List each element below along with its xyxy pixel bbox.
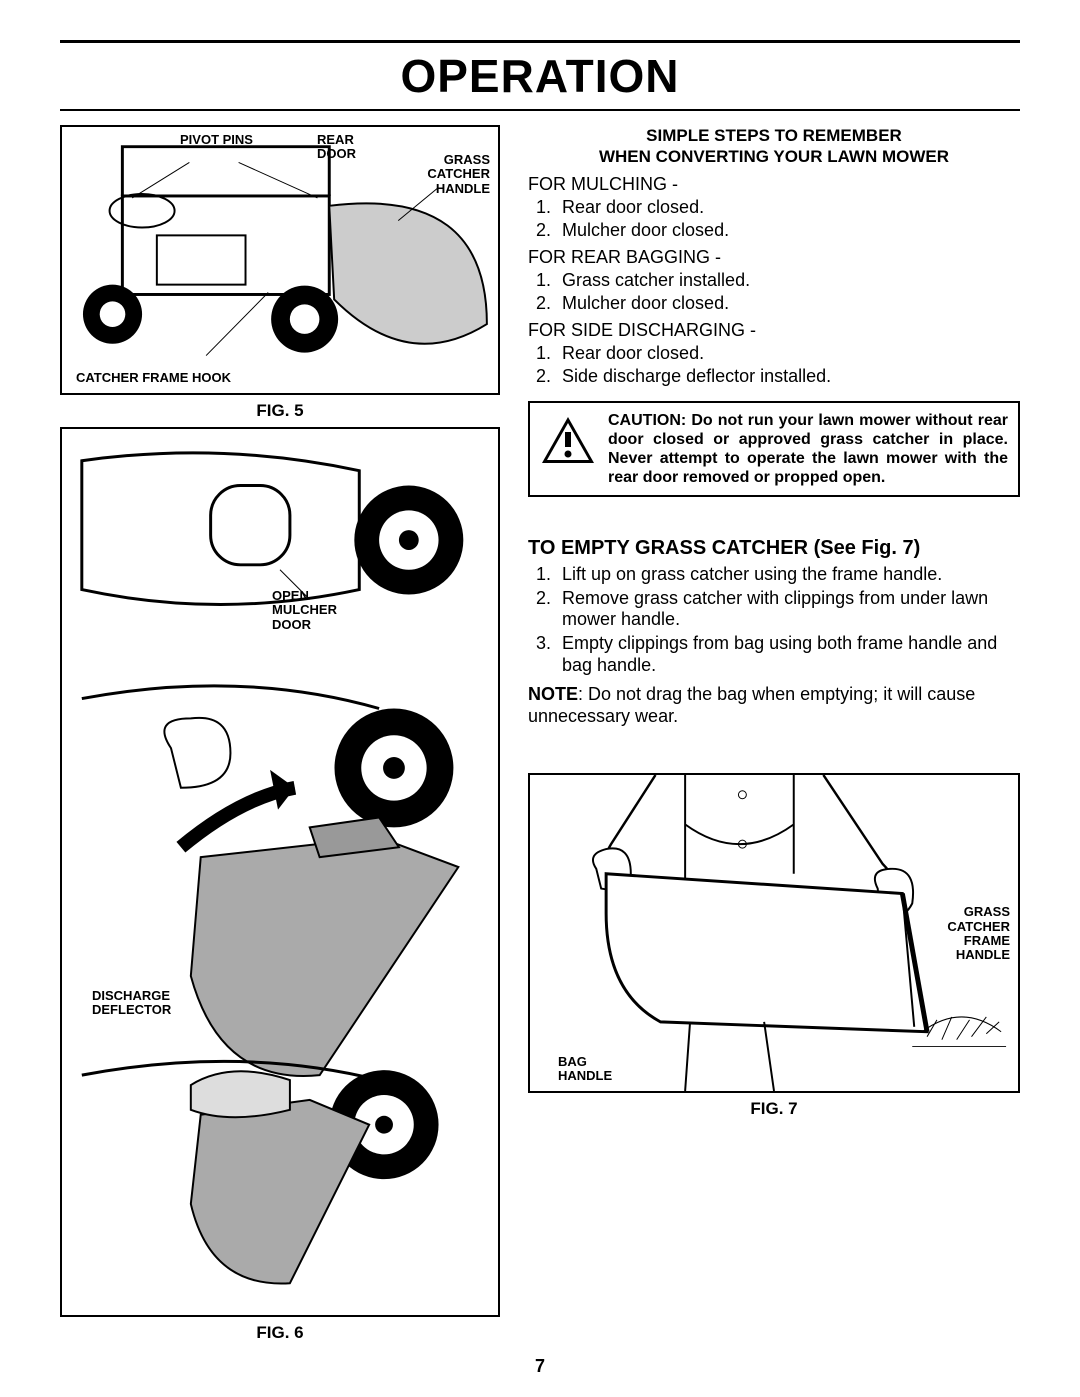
empty-catcher-list: Lift up on grass catcher using the frame…	[528, 564, 1020, 676]
label-grass-catcher-handle: GRASS CATCHER HANDLE	[427, 153, 490, 196]
caution-text: CAUTION: Do not run your lawn mower with…	[608, 411, 1008, 488]
left-column: PIVOT PINS REAR DOOR GRASS CATCHER HANDL…	[60, 125, 500, 1343]
side-discharge-head: FOR SIDE DISCHARGING -	[528, 320, 1020, 341]
figure-5-caption: FIG. 5	[60, 401, 500, 421]
list-item: Rear door closed.	[556, 197, 1020, 218]
figure-6: OPEN MULCHER DOOR DISCHARGE DEFLECTOR	[60, 427, 500, 1317]
figure-7: GRASS CATCHER FRAME HANDLE BAG HANDLE	[528, 773, 1020, 1093]
mulching-list: Rear door closed. Mulcher door closed.	[528, 197, 1020, 241]
mulching-head: FOR MULCHING -	[528, 174, 1020, 195]
warning-icon	[540, 415, 596, 465]
figure-6-caption: FIG. 6	[60, 1323, 500, 1343]
figure-7-diagram	[530, 775, 1018, 1091]
label-catcher-frame-hook: CATCHER FRAME HOOK	[76, 371, 231, 385]
side-discharge-list: Rear door closed. Side discharge deflect…	[528, 343, 1020, 387]
label-rear-door: REAR DOOR	[317, 133, 356, 162]
list-item: Grass catcher installed.	[556, 270, 1020, 291]
label-discharge-deflector: DISCHARGE DEFLECTOR	[92, 989, 171, 1018]
steps-heading-line2: WHEN CONVERTING YOUR LAWN MOWER	[599, 147, 949, 166]
label-open-mulcher-door: OPEN MULCHER DOOR	[272, 589, 337, 632]
label-pivot-pins: PIVOT PINS	[180, 133, 253, 147]
caution-lead: CAUTION:	[608, 412, 686, 429]
note-text: : Do not drag the bag when emptying; it …	[528, 684, 975, 726]
page-number: 7	[535, 1356, 545, 1377]
figure-6-diagram	[62, 429, 498, 1315]
list-item: Rear door closed.	[556, 343, 1020, 364]
label-bag-handle: BAG HANDLE	[558, 1055, 612, 1084]
list-item: Lift up on grass catcher using the frame…	[556, 564, 1020, 586]
rear-bagging-head: FOR REAR BAGGING -	[528, 247, 1020, 268]
page-title: OPERATION	[60, 49, 1020, 103]
list-item: Empty clippings from bag using both fram…	[556, 633, 1020, 676]
list-item: Mulcher door closed.	[556, 220, 1020, 241]
two-column-layout: PIVOT PINS REAR DOOR GRASS CATCHER HANDL…	[60, 125, 1020, 1343]
right-column: SIMPLE STEPS TO REMEMBER WHEN CONVERTING…	[528, 125, 1020, 1343]
empty-catcher-note: NOTE: Do not drag the bag when emptying;…	[528, 684, 1020, 727]
caution-box: CAUTION: Do not run your lawn mower with…	[528, 401, 1020, 498]
list-item: Remove grass catcher with clippings from…	[556, 588, 1020, 631]
label-grass-catcher-frame-handle: GRASS CATCHER FRAME HANDLE	[947, 905, 1010, 962]
steps-heading-line1: SIMPLE STEPS TO REMEMBER	[646, 126, 902, 145]
steps-heading: SIMPLE STEPS TO REMEMBER WHEN CONVERTING…	[528, 125, 1020, 168]
empty-catcher-heading: TO EMPTY GRASS CATCHER (See Fig. 7)	[528, 537, 1020, 560]
rear-bagging-list: Grass catcher installed. Mulcher door cl…	[528, 270, 1020, 314]
note-lead: NOTE	[528, 684, 578, 704]
list-item: Side discharge deflector installed.	[556, 366, 1020, 387]
figure-5: PIVOT PINS REAR DOOR GRASS CATCHER HANDL…	[60, 125, 500, 395]
list-item: Mulcher door closed.	[556, 293, 1020, 314]
figure-7-caption: FIG. 7	[528, 1099, 1020, 1119]
